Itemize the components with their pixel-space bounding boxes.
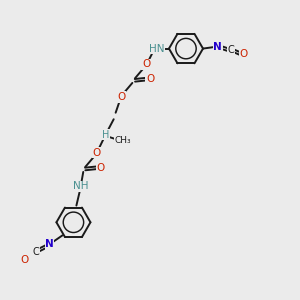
Text: CH₃: CH₃ [114, 136, 131, 145]
Text: C: C [33, 247, 40, 257]
Text: O: O [117, 92, 125, 102]
Text: O: O [239, 49, 248, 59]
Text: O: O [146, 74, 154, 84]
Text: N: N [45, 239, 54, 250]
Text: H: H [102, 130, 109, 140]
Text: NH: NH [73, 181, 88, 191]
Text: N: N [213, 42, 222, 52]
Text: O: O [92, 148, 100, 158]
Text: O: O [21, 255, 29, 265]
Text: O: O [142, 59, 150, 69]
Text: HN: HN [149, 44, 164, 54]
Text: O: O [96, 163, 104, 173]
Text: C: C [227, 45, 234, 55]
